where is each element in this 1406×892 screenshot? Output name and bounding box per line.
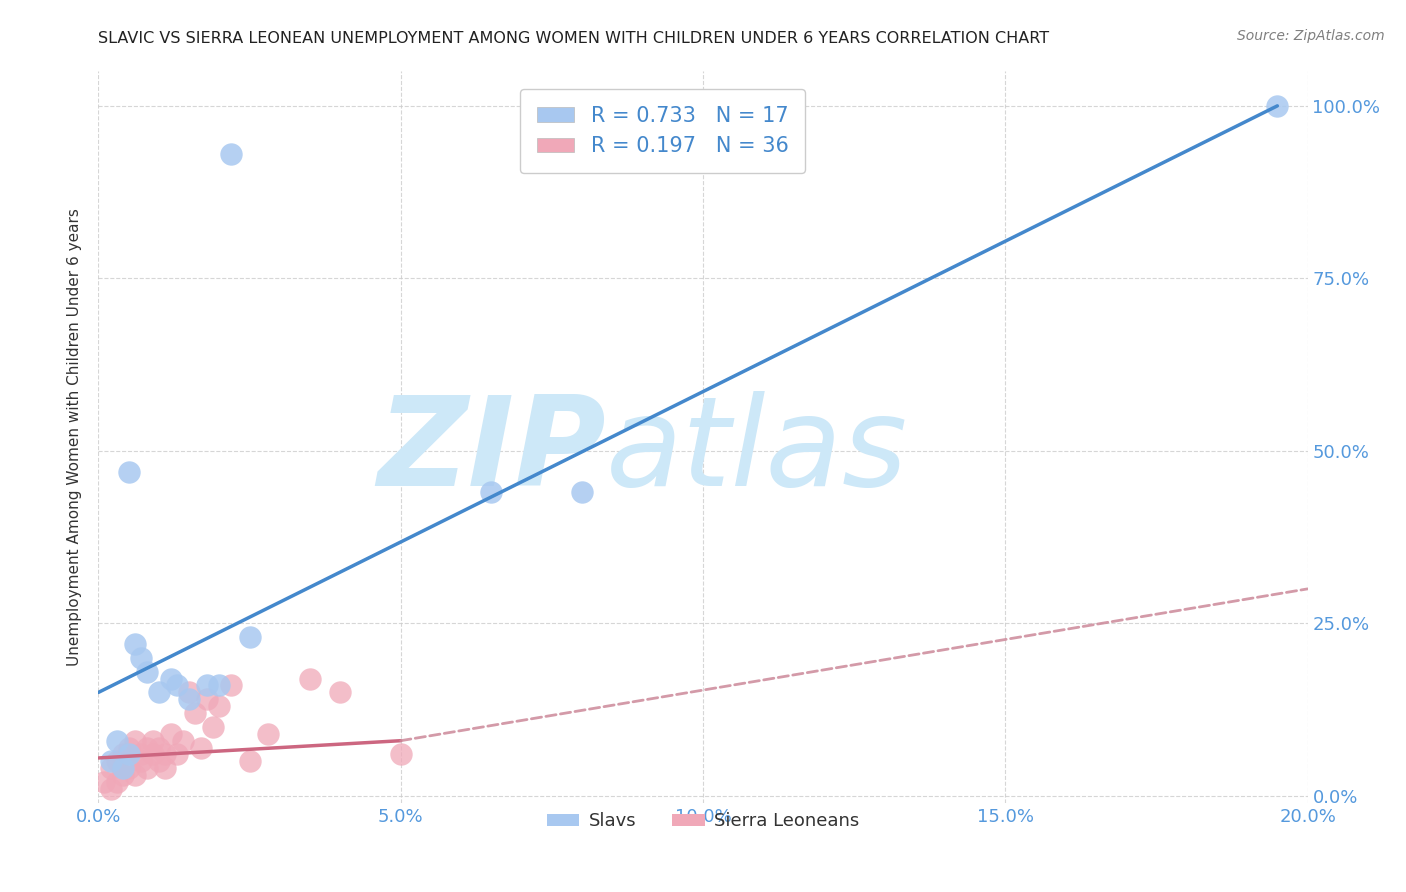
Point xyxy=(148,740,170,755)
Point xyxy=(135,761,157,775)
Point xyxy=(221,147,243,161)
Point xyxy=(142,747,165,762)
Text: ZIP: ZIP xyxy=(378,392,606,512)
Point xyxy=(202,720,225,734)
Point xyxy=(118,761,141,775)
Point xyxy=(93,775,115,789)
Point xyxy=(179,685,201,699)
Point xyxy=(166,747,188,762)
Point xyxy=(124,637,146,651)
Point xyxy=(184,706,207,720)
Text: atlas: atlas xyxy=(606,392,908,512)
Point xyxy=(153,747,176,762)
Point xyxy=(118,465,141,479)
Legend: Slavs, Sierra Leoneans: Slavs, Sierra Leoneans xyxy=(540,805,866,838)
Point xyxy=(190,740,212,755)
Point xyxy=(124,733,146,747)
Point xyxy=(256,727,278,741)
Point xyxy=(166,678,188,692)
Point xyxy=(195,678,218,692)
Text: SLAVIC VS SIERRA LEONEAN UNEMPLOYMENT AMONG WOMEN WITH CHILDREN UNDER 6 YEARS CO: SLAVIC VS SIERRA LEONEAN UNEMPLOYMENT AM… xyxy=(98,31,1049,46)
Text: Source: ZipAtlas.com: Source: ZipAtlas.com xyxy=(1237,29,1385,43)
Point xyxy=(100,755,122,769)
Point xyxy=(172,733,194,747)
Point xyxy=(111,747,134,762)
Point xyxy=(111,761,134,775)
Point xyxy=(105,775,128,789)
Point xyxy=(153,761,176,775)
Point xyxy=(299,672,322,686)
Point xyxy=(208,699,231,714)
Point xyxy=(571,485,593,500)
Point xyxy=(135,665,157,679)
Point xyxy=(142,733,165,747)
Point xyxy=(105,733,128,747)
Point xyxy=(118,740,141,755)
Y-axis label: Unemployment Among Women with Children Under 6 years: Unemployment Among Women with Children U… xyxy=(67,208,83,666)
Point xyxy=(129,747,152,762)
Point xyxy=(329,685,352,699)
Point xyxy=(160,727,183,741)
Point xyxy=(239,755,262,769)
Point xyxy=(148,685,170,699)
Point xyxy=(100,782,122,797)
Point xyxy=(129,755,152,769)
Point xyxy=(129,651,152,665)
Point xyxy=(111,768,134,782)
Point xyxy=(208,678,231,692)
Point xyxy=(118,747,141,762)
Point xyxy=(481,485,503,500)
Point xyxy=(1267,99,1289,113)
Point xyxy=(179,692,201,706)
Point xyxy=(148,755,170,769)
Point xyxy=(195,692,218,706)
Point xyxy=(389,747,412,762)
Point xyxy=(124,768,146,782)
Point xyxy=(100,761,122,775)
Point xyxy=(239,630,262,644)
Point xyxy=(135,740,157,755)
Point xyxy=(160,672,183,686)
Point xyxy=(105,755,128,769)
Point xyxy=(221,678,243,692)
